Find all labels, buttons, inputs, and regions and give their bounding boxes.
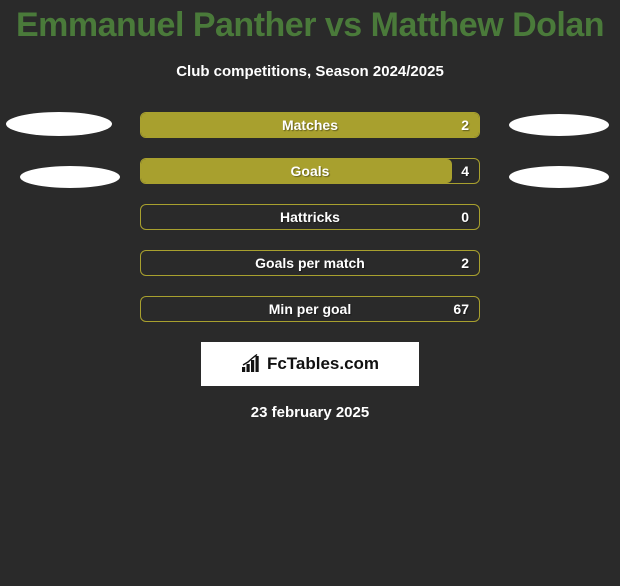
stat-row-goals-per-match: Goals per match 2 (140, 250, 480, 276)
stat-label: Goals (291, 163, 330, 179)
stat-label: Goals per match (255, 255, 365, 271)
stat-label: Min per goal (269, 301, 351, 317)
stat-value: 2 (461, 255, 469, 271)
footer-logo[interactable]: FcTables.com (201, 342, 419, 386)
stat-row-matches: Matches 2 (140, 112, 480, 138)
stat-label: Hattricks (280, 209, 340, 225)
stat-value: 67 (453, 301, 469, 317)
comparison-container: Emmanuel Panther vs Matthew Dolan Club c… (0, 6, 620, 421)
page-subtitle: Club competitions, Season 2024/2025 (0, 63, 620, 80)
stat-value: 0 (461, 209, 469, 225)
bar-chart-icon (241, 354, 263, 374)
stat-row-goals: Goals 4 (140, 158, 480, 184)
stats-area: Matches 2 Goals 4 Hattricks 0 Goals per … (0, 112, 620, 322)
stat-value: 2 (461, 117, 469, 133)
stat-row-hattricks: Hattricks 0 (140, 204, 480, 230)
stat-value: 4 (461, 163, 469, 179)
page-title: Emmanuel Panther vs Matthew Dolan (0, 6, 620, 45)
footer-date: 23 february 2025 (0, 404, 620, 421)
stat-row-min-per-goal: Min per goal 67 (140, 296, 480, 322)
footer-logo-text: FcTables.com (267, 354, 379, 374)
stat-rows: Matches 2 Goals 4 Hattricks 0 Goals per … (0, 112, 620, 322)
stat-label: Matches (282, 117, 338, 133)
